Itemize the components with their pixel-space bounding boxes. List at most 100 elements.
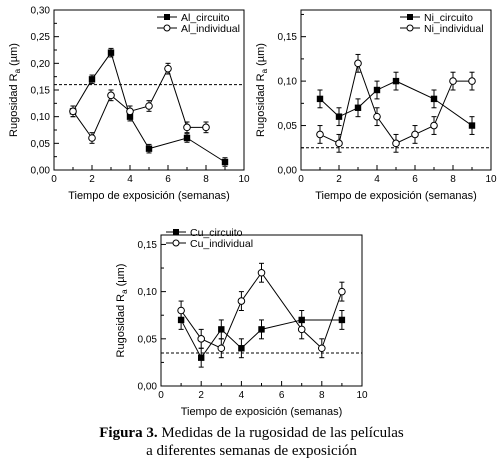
data-point	[335, 139, 343, 148]
x-tick-label: 0	[51, 174, 57, 185]
x-tick-label: 10	[485, 174, 497, 185]
data-point	[318, 344, 326, 353]
legend-marker	[163, 24, 171, 32]
data-point	[392, 139, 400, 148]
data-point	[202, 123, 210, 132]
data-point	[354, 104, 362, 111]
data-point	[468, 77, 476, 85]
data-point	[177, 306, 185, 315]
data-point	[183, 134, 191, 142]
data-point	[449, 77, 457, 85]
data-point	[238, 345, 245, 352]
y-tick-label: 0,30	[31, 6, 51, 17]
legend-marker	[407, 14, 413, 20]
data-point	[221, 158, 229, 166]
data-point	[145, 145, 153, 152]
y-tick-label: 0,10	[138, 287, 158, 298]
chart-panel-2: 0 2 4 6 8 10 0,00 0,05 0,10 0,15 Tiempo de exposic…	[255, 9, 497, 202]
x-tick-label: 6	[412, 174, 418, 185]
data-point	[468, 122, 476, 129]
x-tick-label: 0	[298, 174, 304, 185]
data-point	[354, 59, 362, 68]
data-point	[430, 121, 438, 130]
data-point	[297, 325, 306, 334]
y-tick-label: 0,10	[278, 77, 298, 88]
x-tick-label: 4	[127, 174, 133, 185]
caption-line-2: a diferentes semanas de exposición	[146, 443, 357, 459]
caption-line-1: Medidas de la rugosidad de las películas	[157, 425, 404, 441]
y-tick-label: 0,25	[31, 32, 51, 43]
legend-label: Cu_individual	[190, 238, 253, 250]
data-point	[316, 95, 324, 103]
data-point	[257, 268, 266, 277]
y-tick-label: 0,05	[31, 139, 51, 150]
y-tick-label: 0,10	[31, 112, 51, 123]
chart-panel-3: 0 2 4 6 8 10 0,00 0,05 0,10 0,15 Tiempo de exposic…	[115, 227, 368, 418]
data-point	[126, 107, 134, 116]
series-Cu_individual	[177, 262, 346, 359]
legend-marker	[173, 229, 179, 235]
x-tick-label: 4	[239, 390, 245, 401]
data-point	[145, 102, 153, 110]
data-point	[258, 326, 265, 333]
legend-label: Al_individual	[181, 23, 240, 35]
y-axis-label: Rugosidad Ra (µm)	[8, 43, 22, 137]
x-tick-label: 0	[158, 390, 164, 401]
x-tick-label: 2	[198, 390, 204, 401]
y-tick-label: 0,00	[138, 382, 158, 393]
y-tick-label: 0,05	[138, 334, 158, 345]
data-point	[338, 287, 346, 296]
data-point	[88, 76, 96, 83]
data-point	[197, 335, 205, 343]
y-axis-label: Rugosidad Ra (µm)	[255, 43, 269, 137]
data-point	[316, 130, 324, 139]
series-line	[72, 67, 206, 140]
series-Al_individual	[69, 62, 210, 144]
y-axis-label-main: Rugosidad R	[8, 73, 20, 137]
data-point	[217, 344, 226, 353]
y-axis-label-subscript: a	[13, 68, 22, 73]
x-axis-label: Tiempo de exposición (semanas)	[315, 190, 477, 202]
data-point	[183, 123, 191, 132]
series-Ni_circuito	[316, 71, 476, 135]
legend-label: Ni_circuito	[424, 12, 473, 24]
y-axis-label-main: Rugosidad R	[255, 73, 267, 137]
y-axis-label-main: Rugosidad R	[115, 294, 127, 358]
legend-marker	[172, 239, 180, 247]
x-tick-label: 6	[279, 390, 285, 401]
legend-label: Cu_circuito	[190, 227, 243, 239]
legend-label: Al_circuito	[181, 12, 230, 24]
data-point	[430, 95, 438, 103]
x-tick-label: 8	[450, 174, 456, 185]
legend-marker	[406, 24, 414, 32]
y-axis-label: Rugosidad Ra (µm)	[115, 264, 129, 358]
y-axis-label-subscript: a	[120, 289, 129, 294]
x-tick-label: 2	[336, 174, 342, 185]
data-point	[373, 86, 381, 94]
data-point	[198, 354, 205, 361]
y-axis-label-unit: (µm)	[255, 43, 267, 69]
y-tick-label: 0,00	[31, 166, 51, 177]
plot-frame	[160, 234, 363, 387]
data-point	[107, 49, 115, 56]
y-tick-label: 0,20	[31, 59, 51, 70]
data-point	[164, 64, 172, 73]
x-tick-label: 8	[319, 390, 325, 401]
data-point	[218, 326, 225, 333]
x-axis-label: Tiempo de exposición (semanas)	[181, 406, 343, 418]
x-axis-label: Tiempo de exposición (semanas)	[68, 190, 230, 202]
y-tick-label: 0,05	[278, 121, 298, 132]
y-tick-label: 0,00	[278, 166, 298, 177]
data-point	[392, 77, 400, 85]
data-point	[373, 112, 381, 121]
series-Ni_individual	[316, 53, 476, 153]
data-point	[107, 91, 115, 100]
y-axis-label-unit: (µm)	[8, 43, 20, 69]
y-tick-label: 0,15	[138, 240, 158, 251]
x-tick-label: 10	[238, 174, 250, 185]
x-tick-label: 10	[356, 390, 368, 401]
